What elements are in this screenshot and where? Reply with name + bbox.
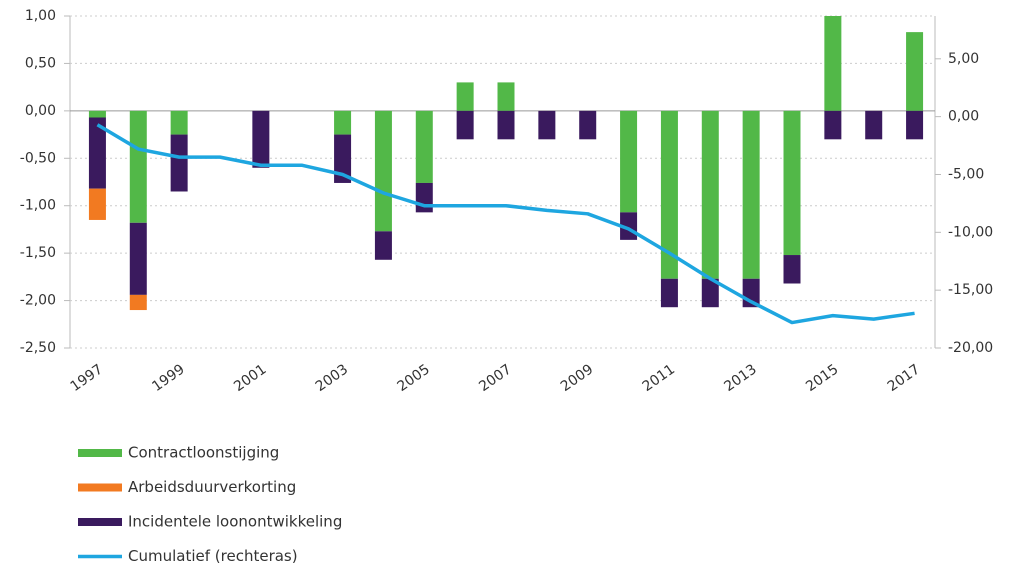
bar <box>906 110 924 140</box>
x-tick-label: 2017 <box>885 361 923 395</box>
bar <box>783 110 801 256</box>
bar <box>906 32 924 111</box>
bar <box>374 110 392 232</box>
bar <box>824 110 842 140</box>
bar <box>415 110 433 183</box>
bar <box>742 110 760 279</box>
x-tick-label: 2007 <box>476 361 514 395</box>
bar <box>252 110 270 168</box>
y-tick-label: -1,50 <box>20 245 56 261</box>
legend-label: Contractloonstijging <box>128 444 279 462</box>
y2-tick-label: -10,00 <box>948 224 993 240</box>
bar <box>660 278 678 308</box>
bar <box>783 255 801 284</box>
bar <box>497 110 515 140</box>
y-tick-label: -0,50 <box>20 150 56 166</box>
bar <box>88 110 106 118</box>
x-tick-label: 1997 <box>68 361 106 395</box>
x-tick-label: 2013 <box>721 361 759 395</box>
bar <box>334 110 352 135</box>
legend-label: Arbeidsduurverkorting <box>128 478 296 496</box>
legend-label: Cumulatief (rechteras) <box>128 547 298 564</box>
bar <box>456 110 474 140</box>
bar <box>334 134 352 183</box>
bar <box>865 110 883 140</box>
bar <box>824 16 842 111</box>
plot-frame <box>69 16 936 348</box>
legend-marker <box>78 518 122 526</box>
bar <box>701 278 719 308</box>
bar <box>497 82 515 111</box>
y-tick-label: 1,00 <box>25 8 56 24</box>
bar <box>660 110 678 279</box>
bar <box>415 182 433 213</box>
y-tick-label: 0,00 <box>25 103 56 119</box>
bar <box>701 110 719 279</box>
bar <box>129 294 147 311</box>
x-tick-label: 2009 <box>558 361 596 395</box>
y-tick-label: 0,50 <box>25 55 56 71</box>
legend-marker <box>78 483 122 492</box>
y2-tick-label: -20,00 <box>948 340 993 356</box>
bar <box>129 222 147 295</box>
y-tick-label: -2,00 <box>20 293 56 309</box>
bar <box>538 110 556 140</box>
x-tick-label: 1999 <box>149 361 187 395</box>
y2-tick-label: -15,00 <box>948 282 993 298</box>
y2-tick-label: 5,00 <box>948 51 979 67</box>
legend-label: Incidentele loonontwikkeling <box>128 513 342 531</box>
bar <box>129 110 147 223</box>
legend-marker <box>78 449 122 457</box>
x-tick-label: 2011 <box>640 361 678 395</box>
y2-tick-label: -5,00 <box>948 166 984 182</box>
x-tick-label: 2003 <box>313 361 351 395</box>
bar <box>170 134 188 192</box>
bar <box>170 110 188 135</box>
y-tick-label: -2,50 <box>20 340 56 356</box>
bar <box>374 231 392 260</box>
bar <box>88 117 106 189</box>
bar <box>456 82 474 111</box>
line <box>96 123 915 325</box>
x-tick-label: 2015 <box>803 361 841 395</box>
y-tick-label: -1,00 <box>20 198 56 214</box>
bar <box>88 188 106 220</box>
bar <box>579 110 597 140</box>
legend: Contractloonstijging Arbeidsduurverkortin… <box>78 444 342 564</box>
y2-tick-label: 0,00 <box>948 109 979 125</box>
x-tick-label: 2001 <box>231 361 269 395</box>
x-tick-label: 2005 <box>395 361 433 395</box>
bar <box>620 110 638 213</box>
